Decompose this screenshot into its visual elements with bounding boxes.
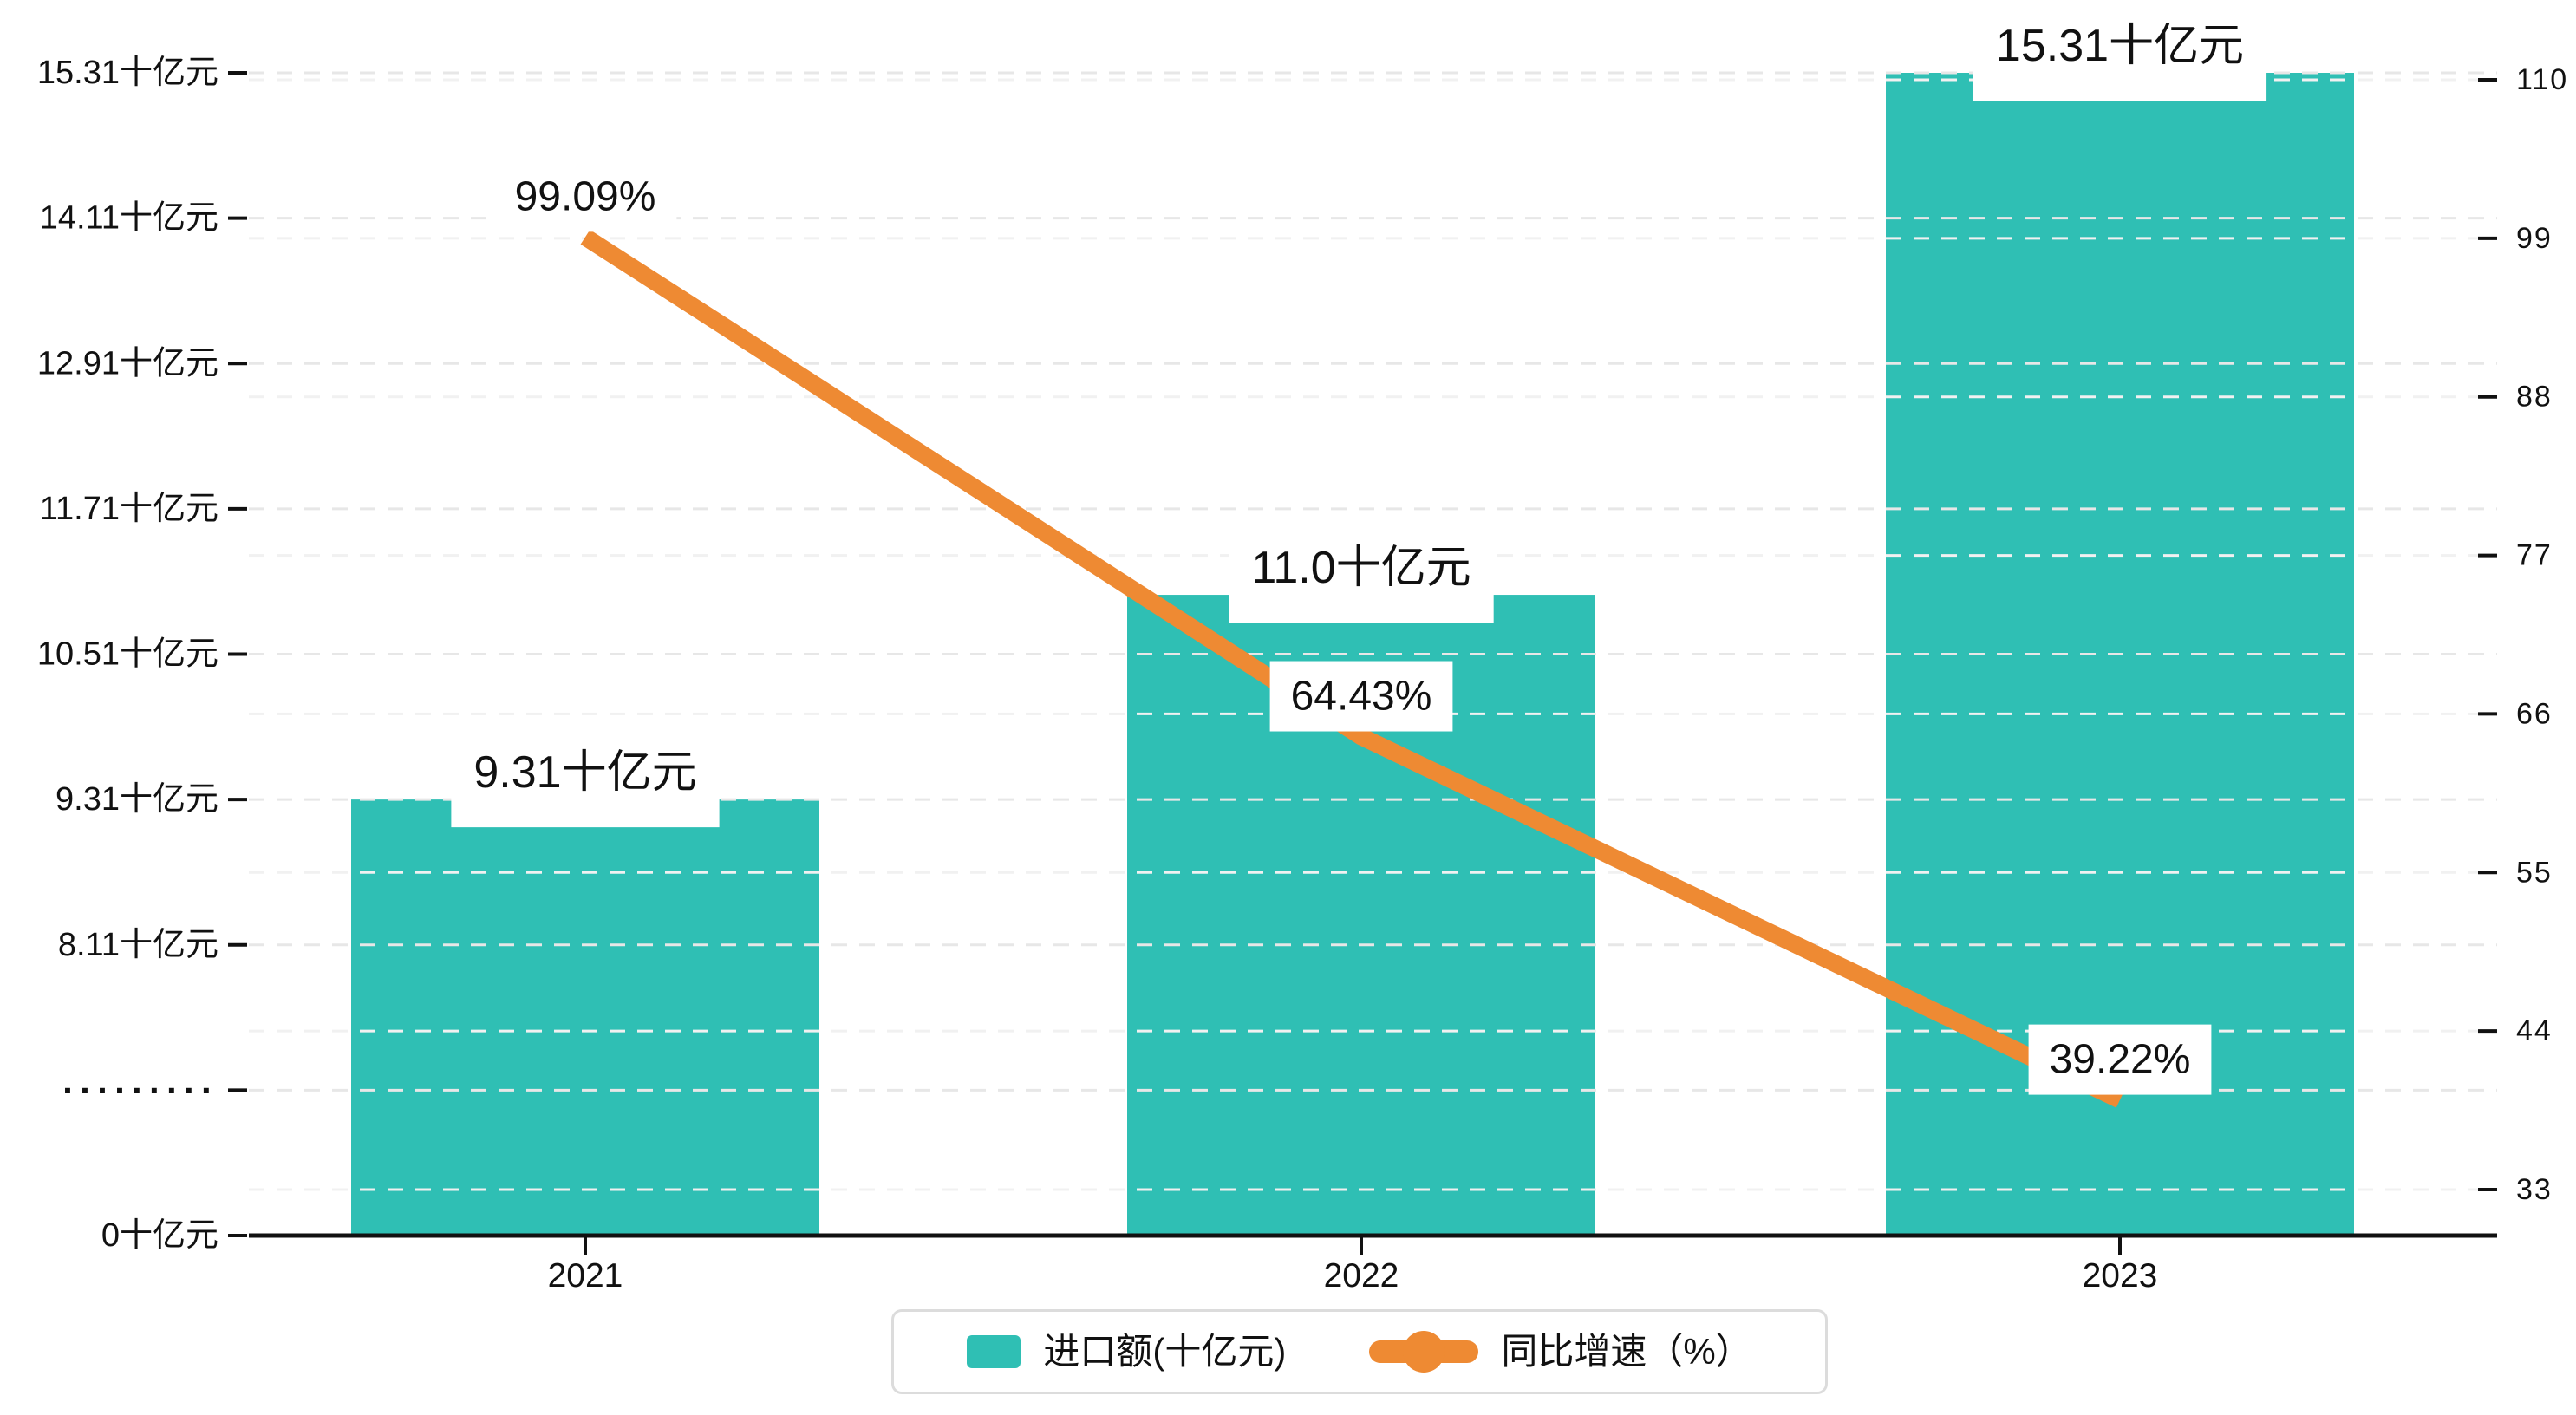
left-axis-label: ········· (62, 1070, 218, 1111)
bar-value-label-background (451, 742, 720, 828)
x-axis-label-2023: 2023 (2083, 1257, 2158, 1294)
legend: 进口额(十亿元) 同比增速（%） (891, 1309, 1828, 1394)
line-value-label: 39.22% (2050, 1037, 2191, 1083)
legend-item-yoy-growth[interactable]: 同比增速（%） (1369, 1331, 1752, 1373)
left-axis-label: 14.11十亿元 (40, 200, 218, 237)
left-axis-label: 10.51十亿元 (37, 636, 218, 673)
bar-value-label-background (1229, 538, 1494, 623)
line-value-label-background (2028, 1024, 2212, 1095)
bar-value-label: 9.31十亿元 (473, 747, 696, 798)
right-axis-label: 99 (2516, 222, 2553, 255)
legend-label-yoy-growth: 同比增速（%） (1501, 1331, 1752, 1372)
bar-value-label: 11.0十亿元 (1251, 543, 1471, 593)
left-axis-label: 0十亿元 (101, 1217, 218, 1254)
line-value-label: 64.43% (1291, 674, 1432, 720)
left-axis-label: 11.71十亿元 (40, 491, 218, 527)
x-axis-label-2022: 2022 (1324, 1257, 1399, 1294)
line-series-swatch-icon (1369, 1331, 1479, 1373)
x-axis-label-2021: 2021 (548, 1257, 623, 1294)
left-axis-label: 12.91十亿元 (37, 345, 218, 381)
left-axis-label: 9.31十亿元 (55, 781, 218, 818)
right-axis-label: 88 (2516, 381, 2553, 414)
right-axis-label: 44 (2516, 1014, 2553, 1047)
left-axis-label: 8.11十亿元 (58, 927, 218, 963)
right-axis-label: 110 (2516, 63, 2568, 96)
right-axis-label: 66 (2516, 697, 2553, 730)
line-value-label-background (1269, 661, 1453, 732)
legend-item-import-amount[interactable]: 进口额(十亿元) (967, 1333, 1286, 1370)
bar-series-swatch-icon (967, 1335, 1021, 1368)
right-axis-label: 77 (2516, 539, 2553, 572)
left-axis-label: 15.31十亿元 (37, 55, 218, 91)
bar-value-label-background (1973, 16, 2267, 101)
line-value-label-background (493, 161, 677, 232)
bar-2021[interactable] (351, 799, 819, 1236)
bar-value-label: 15.31十亿元 (1996, 21, 2244, 71)
line-value-label: 99.09% (515, 173, 656, 219)
line-series-yoy-growth[interactable] (580, 229, 2124, 1108)
right-axis-label: 55 (2516, 856, 2553, 889)
right-axis-label: 33 (2516, 1173, 2553, 1206)
legend-label-import-amount: 进口额(十亿元) (1043, 1331, 1287, 1372)
